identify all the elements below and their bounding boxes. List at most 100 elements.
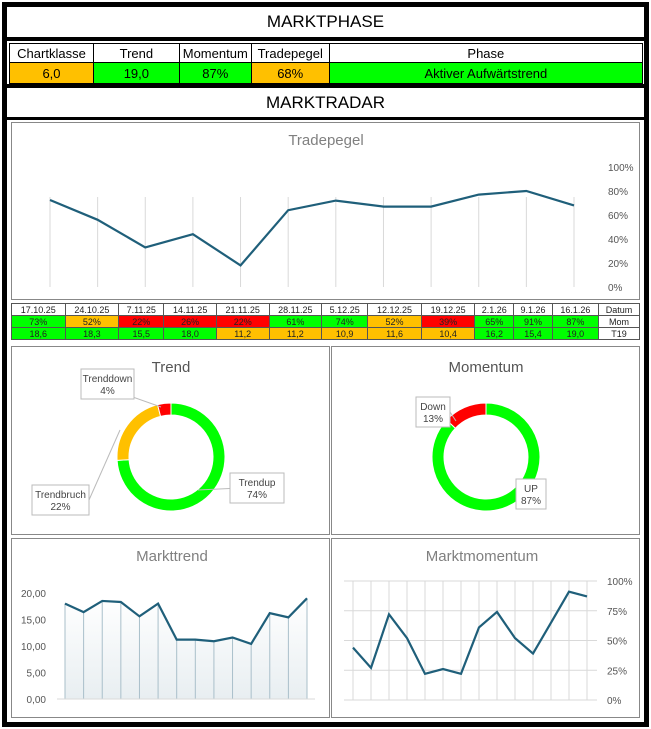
divider — [7, 37, 644, 41]
series-line — [352, 590, 588, 676]
mom-cell: 73% — [11, 315, 66, 328]
slice-down — [445, 402, 487, 429]
y-tick-label: 5,00 — [27, 669, 47, 680]
y-tick-label: 0% — [607, 696, 622, 707]
chart-title: Momentum — [448, 359, 523, 376]
mom-cell: 91% — [513, 315, 553, 328]
y-tick-label: 10,00 — [21, 642, 46, 653]
t19-cell: 11,2 — [268, 327, 323, 340]
mom-cell: 39% — [420, 315, 476, 328]
slice-percent: 74% — [247, 490, 267, 501]
data-table: 17.10.25 24.10.25 7.11.25 14.11.25 21.11.25 2… — [11, 303, 640, 340]
date-cell: 21.11.25 — [215, 303, 270, 316]
chart-title: Trend — [152, 359, 191, 376]
t19-cell: 18,3 — [64, 327, 120, 340]
mom-cell: 22% — [118, 315, 165, 328]
t19-cell: 15,4 — [513, 327, 553, 340]
t19-cell: 18,0 — [163, 327, 217, 340]
date-cell: 12.12.25 — [367, 303, 422, 316]
slice-name: Trenddown — [83, 374, 133, 385]
leader-line — [449, 411, 457, 422]
data-label-box — [229, 472, 285, 504]
t19-cell: 18,6 — [11, 327, 66, 340]
data-label-box — [515, 478, 547, 510]
slice-name: Down — [420, 402, 446, 413]
value-tradepegel: 68% — [250, 62, 330, 84]
slice-percent: 13% — [423, 414, 443, 425]
momentum-donut-chart: Momentum UP 87% Down 13% — [331, 346, 640, 535]
value-chartklasse: 6,0 — [9, 62, 94, 84]
series-line — [49, 189, 575, 267]
mom-cell: 87% — [551, 315, 600, 328]
slice-trendup — [116, 402, 226, 512]
y-tick-label: 80% — [608, 187, 628, 198]
mom-cell: 26% — [163, 315, 217, 328]
divider — [7, 117, 644, 120]
marktradar-title: MARKTRADAR — [8, 90, 643, 117]
marktphase-table: Chartklasse Trend Momentum Tradepegel Phase 6… — [9, 43, 644, 84]
date-cell: 2.1.26 — [474, 303, 515, 316]
data-label-box — [80, 368, 135, 400]
markttrend-chart: Markttrend 0,00 5,00 10,00 15,00 20,00 — [11, 538, 330, 718]
t19-cell: 10,4 — [420, 327, 476, 340]
slice-percent: 4% — [100, 386, 115, 397]
date-cell: 5.12.25 — [321, 303, 369, 316]
data-label-box — [31, 484, 90, 516]
marktmomentum-chart: Marktmomentum 0% 25% 50% 75% 100% — [331, 538, 640, 718]
date-cell: 17.10.25 — [11, 303, 66, 316]
slice-percent: 87% — [521, 496, 541, 507]
t19-cell: 19,0 — [551, 327, 600, 340]
t19-cell: 10,9 — [321, 327, 369, 340]
slice-trendbruch — [116, 404, 162, 461]
y-tick-label: 40% — [608, 235, 628, 246]
y-tick-label: 75% — [607, 607, 627, 618]
date-cell: 14.11.25 — [163, 303, 217, 316]
slice-name: Trendbruch — [35, 490, 86, 501]
t19-cell: 11,2 — [215, 327, 270, 340]
value-trend: 19,0 — [92, 62, 180, 84]
value-phase: Aktiver Aufwärtstrend — [328, 62, 644, 84]
chart-title: Markttrend — [136, 548, 208, 565]
y-tick-label: 50% — [607, 637, 627, 648]
leader-line — [88, 429, 121, 501]
t19-cell: 15,5 — [118, 327, 165, 340]
tradepegel-chart: Tradepegel 0% 20% 40% 60% 80% 100% — [11, 122, 640, 300]
slice-percent: 22% — [50, 502, 70, 513]
y-tick-label: 100% — [608, 163, 634, 174]
date-cell: 28.11.25 — [268, 303, 323, 316]
data-label-box — [415, 396, 451, 428]
y-tick-label: 25% — [607, 666, 627, 677]
header-tradepegel: Tradepegel — [250, 43, 330, 63]
series-line — [64, 597, 308, 646]
area-fill — [65, 598, 307, 699]
slice-name: UP — [524, 484, 538, 495]
row-label: Mom — [598, 315, 640, 328]
value-momentum: 87% — [178, 62, 252, 84]
t19-cell: 11,6 — [367, 327, 422, 340]
mom-cell: 22% — [215, 315, 270, 328]
slice-trenddown — [156, 402, 172, 417]
date-cell: 24.10.25 — [64, 303, 120, 316]
divider — [7, 84, 644, 88]
y-tick-label: 20% — [608, 259, 628, 270]
header-momentum: Momentum — [178, 43, 252, 63]
y-tick-label: 100% — [607, 577, 633, 588]
date-cell: 19.12.25 — [420, 303, 476, 316]
y-tick-label: 60% — [608, 211, 628, 222]
row-label: Datum — [598, 303, 640, 316]
chart-title: Marktmomentum — [426, 548, 539, 565]
y-tick-label: 0,00 — [27, 695, 47, 706]
date-cell: 16.1.26 — [551, 303, 600, 316]
mom-cell: 61% — [268, 315, 323, 328]
y-tick-label: 0% — [608, 283, 623, 294]
mom-cell: 52% — [367, 315, 422, 328]
mom-cell: 65% — [474, 315, 515, 328]
header-trend: Trend — [92, 43, 180, 63]
y-tick-label: 15,00 — [21, 616, 46, 627]
t19-cell: 16,2 — [474, 327, 515, 340]
slice-name: Trendup — [239, 478, 276, 489]
chart-title: Tradepegel — [288, 132, 363, 149]
date-cell: 7.11.25 — [118, 303, 165, 316]
row-label: T19 — [598, 327, 640, 340]
